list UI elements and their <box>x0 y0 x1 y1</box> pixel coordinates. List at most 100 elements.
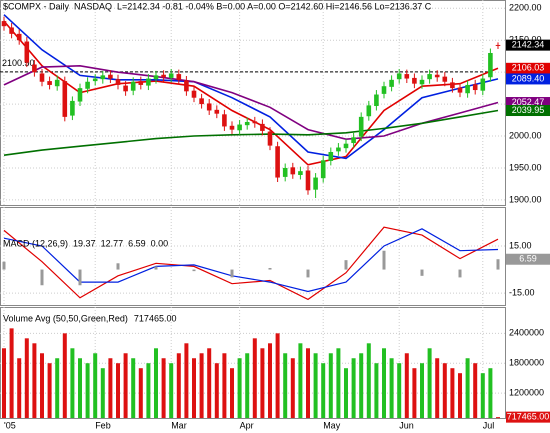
panel-header: 717465.00 <box>134 313 177 323</box>
volume-bar <box>146 363 151 418</box>
x-tick-label: Feb <box>95 420 111 430</box>
candle-body <box>434 74 440 78</box>
candle-body <box>70 100 75 116</box>
y-tick-label: 2200.00 <box>509 3 542 13</box>
candle-body <box>222 114 227 127</box>
indicator-line <box>3 228 499 293</box>
volume-bar <box>404 353 409 418</box>
volume-bar <box>290 358 295 418</box>
candle-body <box>62 81 68 117</box>
candle-body <box>419 79 425 85</box>
x-tick-label: '05 <box>4 420 16 430</box>
x-tick-label: Jul <box>483 420 495 430</box>
candle-body <box>237 124 242 131</box>
candle-body <box>24 41 30 63</box>
y-tick-label: 1900.00 <box>509 194 542 204</box>
volume-bar <box>313 353 318 418</box>
y-tick-label: 2400000 <box>509 328 544 338</box>
candle-body <box>184 80 189 92</box>
candle-body <box>267 131 273 146</box>
last-value-box: 2089.40 <box>506 73 550 85</box>
histogram-bar <box>420 269 424 276</box>
volume-bar <box>32 343 37 418</box>
candle-body <box>47 81 52 85</box>
candle-body <box>450 82 455 89</box>
candle-body <box>108 74 113 79</box>
candle-body <box>54 79 60 87</box>
candle-body <box>39 73 45 82</box>
candle-body <box>328 151 334 161</box>
panel-frame <box>0 207 506 306</box>
last-value-bg <box>506 411 550 423</box>
panel-header: 19.37 <box>73 238 96 248</box>
candle-body <box>252 121 258 124</box>
candle-body <box>495 44 501 46</box>
candle-body <box>115 79 121 85</box>
last-value-label: 6.59 <box>519 254 537 264</box>
x-tick-label: Jun <box>399 420 414 430</box>
volume-bar <box>237 358 242 418</box>
histogram-bar <box>344 260 348 270</box>
histogram-bar <box>306 269 310 278</box>
panel-header: 0.00 <box>151 238 169 248</box>
candle-body <box>191 90 197 98</box>
volume-bar <box>230 368 234 418</box>
candle-body <box>396 73 402 80</box>
candle-body <box>92 78 98 82</box>
volume-bar <box>138 368 143 418</box>
volume-bar <box>442 363 447 418</box>
histogram-bar <box>382 250 386 270</box>
volume-bar <box>214 363 219 418</box>
last-value-bg <box>506 62 550 74</box>
last-value-bg <box>506 97 550 109</box>
candle-body <box>123 85 128 92</box>
volume-bar <box>275 333 280 418</box>
panel-header: L=2142.34 -0.81 -0.04% B=0.00 A=0.00 O=2… <box>117 1 432 11</box>
volume-bar <box>496 417 500 419</box>
y-tick-label: 1950.00 <box>509 162 542 172</box>
volume-bar <box>85 363 90 418</box>
volume-bar <box>480 373 485 418</box>
candle-body <box>229 125 235 130</box>
candle-body <box>206 103 212 111</box>
candle-body <box>298 171 303 175</box>
volume-bar <box>222 353 227 418</box>
last-value-bg <box>506 39 550 51</box>
indicator-line <box>3 64 499 141</box>
last-value-label: 2106.03 <box>512 63 545 73</box>
candle-body <box>389 79 394 87</box>
histogram-bar <box>78 269 82 286</box>
volume-bar <box>184 343 189 418</box>
volume-bar <box>131 358 136 418</box>
volume-bar <box>359 353 364 418</box>
volume-bar <box>298 343 303 418</box>
volume-bar <box>283 353 288 418</box>
last-value-box: 2106.03 <box>506 63 550 74</box>
last-value-label: 2089.40 <box>512 73 545 83</box>
candle-body <box>138 81 144 85</box>
candle-body <box>358 116 364 137</box>
volume-bar <box>382 348 386 418</box>
last-value-label: 2052.47 <box>512 97 545 107</box>
volume-bar <box>268 343 272 418</box>
candle-body <box>146 78 151 86</box>
volume-bar <box>207 348 212 418</box>
volume-bar <box>260 348 265 418</box>
candle-body <box>130 81 136 91</box>
histogram-bar <box>496 259 500 270</box>
last-value-label: 2142.34 <box>512 40 545 50</box>
candle-body <box>168 73 174 78</box>
candle-body <box>260 123 265 131</box>
histogram-bar <box>116 263 120 270</box>
last-value-label: 2039.95 <box>512 105 545 115</box>
reference-label: 2100.50 <box>2 58 35 68</box>
volume-bar <box>389 358 394 418</box>
volume-bar <box>2 348 6 418</box>
volume-bar <box>473 363 478 418</box>
volume-bar <box>17 358 22 418</box>
volume-bar <box>412 368 417 418</box>
panel-frame <box>0 0 506 206</box>
last-value-bg <box>506 253 550 265</box>
histogram-bar <box>458 269 462 278</box>
candle-body <box>404 74 410 79</box>
